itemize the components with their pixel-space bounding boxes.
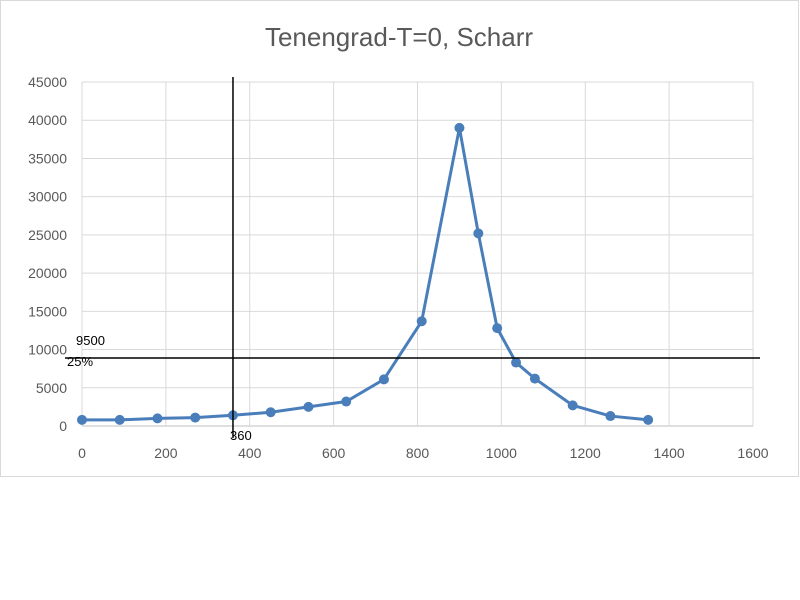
x-tick-label: 200 xyxy=(154,445,178,461)
y-tick-label: 25000 xyxy=(28,227,67,243)
x-tick-label: 1200 xyxy=(570,445,601,461)
y-tick-label: 35000 xyxy=(28,150,67,166)
y-tick-label: 5000 xyxy=(36,380,67,396)
x-tick-label: 800 xyxy=(406,445,430,461)
data-point xyxy=(114,414,125,425)
data-point xyxy=(529,373,540,384)
data-point xyxy=(152,413,163,424)
y-tick-label: 15000 xyxy=(28,303,67,319)
data-point xyxy=(492,323,503,334)
chart-frame xyxy=(0,0,799,477)
data-point xyxy=(341,396,352,407)
grid xyxy=(81,81,754,427)
data-point xyxy=(567,400,578,411)
annotation-25-percent: 25% xyxy=(67,354,93,369)
x-tick-label: 0 xyxy=(78,445,86,461)
data-point xyxy=(303,401,314,412)
y-tick-label: 40000 xyxy=(28,112,67,128)
x-tick-label: 1400 xyxy=(654,445,685,461)
data-point xyxy=(473,228,484,239)
annotation-360: 360 xyxy=(230,428,252,443)
x-tick-label: 600 xyxy=(322,445,346,461)
y-tick-label: 20000 xyxy=(28,265,67,281)
tick-labels: 0500010000150002000025000300003500040000… xyxy=(28,74,769,461)
x-tick-label: 1000 xyxy=(486,445,517,461)
annotation-9500: 9500 xyxy=(76,333,105,348)
data-point xyxy=(77,414,87,425)
y-tick-label: 45000 xyxy=(28,74,67,90)
y-tick-label: 30000 xyxy=(28,189,67,205)
data-point xyxy=(511,357,522,368)
data-point xyxy=(190,412,201,423)
series xyxy=(77,122,654,425)
reference-lines xyxy=(65,77,760,438)
data-point xyxy=(416,316,427,327)
data-point xyxy=(643,414,654,425)
data-point xyxy=(265,407,276,418)
x-tick-label: 1600 xyxy=(737,445,768,461)
chart-title: Tenengrad-T=0, Scharr xyxy=(265,22,533,52)
data-point xyxy=(605,411,616,422)
data-point xyxy=(378,374,389,385)
y-tick-label: 10000 xyxy=(28,342,67,358)
y-tick-label: 0 xyxy=(59,418,67,434)
data-point xyxy=(454,122,465,133)
x-tick-label: 400 xyxy=(238,445,262,461)
series-line xyxy=(82,126,649,422)
